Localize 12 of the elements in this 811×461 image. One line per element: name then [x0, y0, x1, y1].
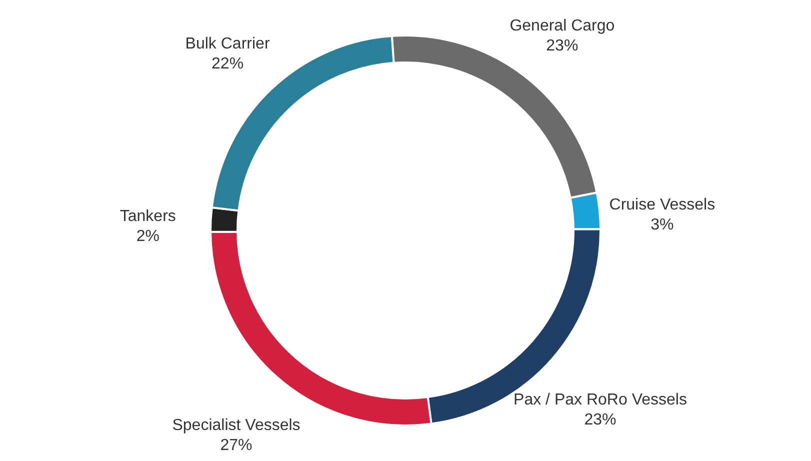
data-label: 3% — [650, 216, 674, 234]
slice-label: Cruise Vessels — [609, 196, 716, 214]
data-label: 22% — [212, 56, 244, 73]
data-label: 23% — [546, 38, 578, 55]
data-label: 27% — [220, 437, 252, 454]
data-label: 2% — [136, 228, 160, 246]
slice-label: General Cargo — [510, 18, 615, 35]
slice-label: Pax / Pax RoRo Vessels — [514, 392, 687, 409]
slice-label: Bulk Carrier — [185, 36, 270, 53]
slice-label: Specialist Vessels — [172, 417, 300, 434]
data-label: 23% — [584, 412, 616, 429]
slice-label: Tankers — [120, 208, 176, 226]
